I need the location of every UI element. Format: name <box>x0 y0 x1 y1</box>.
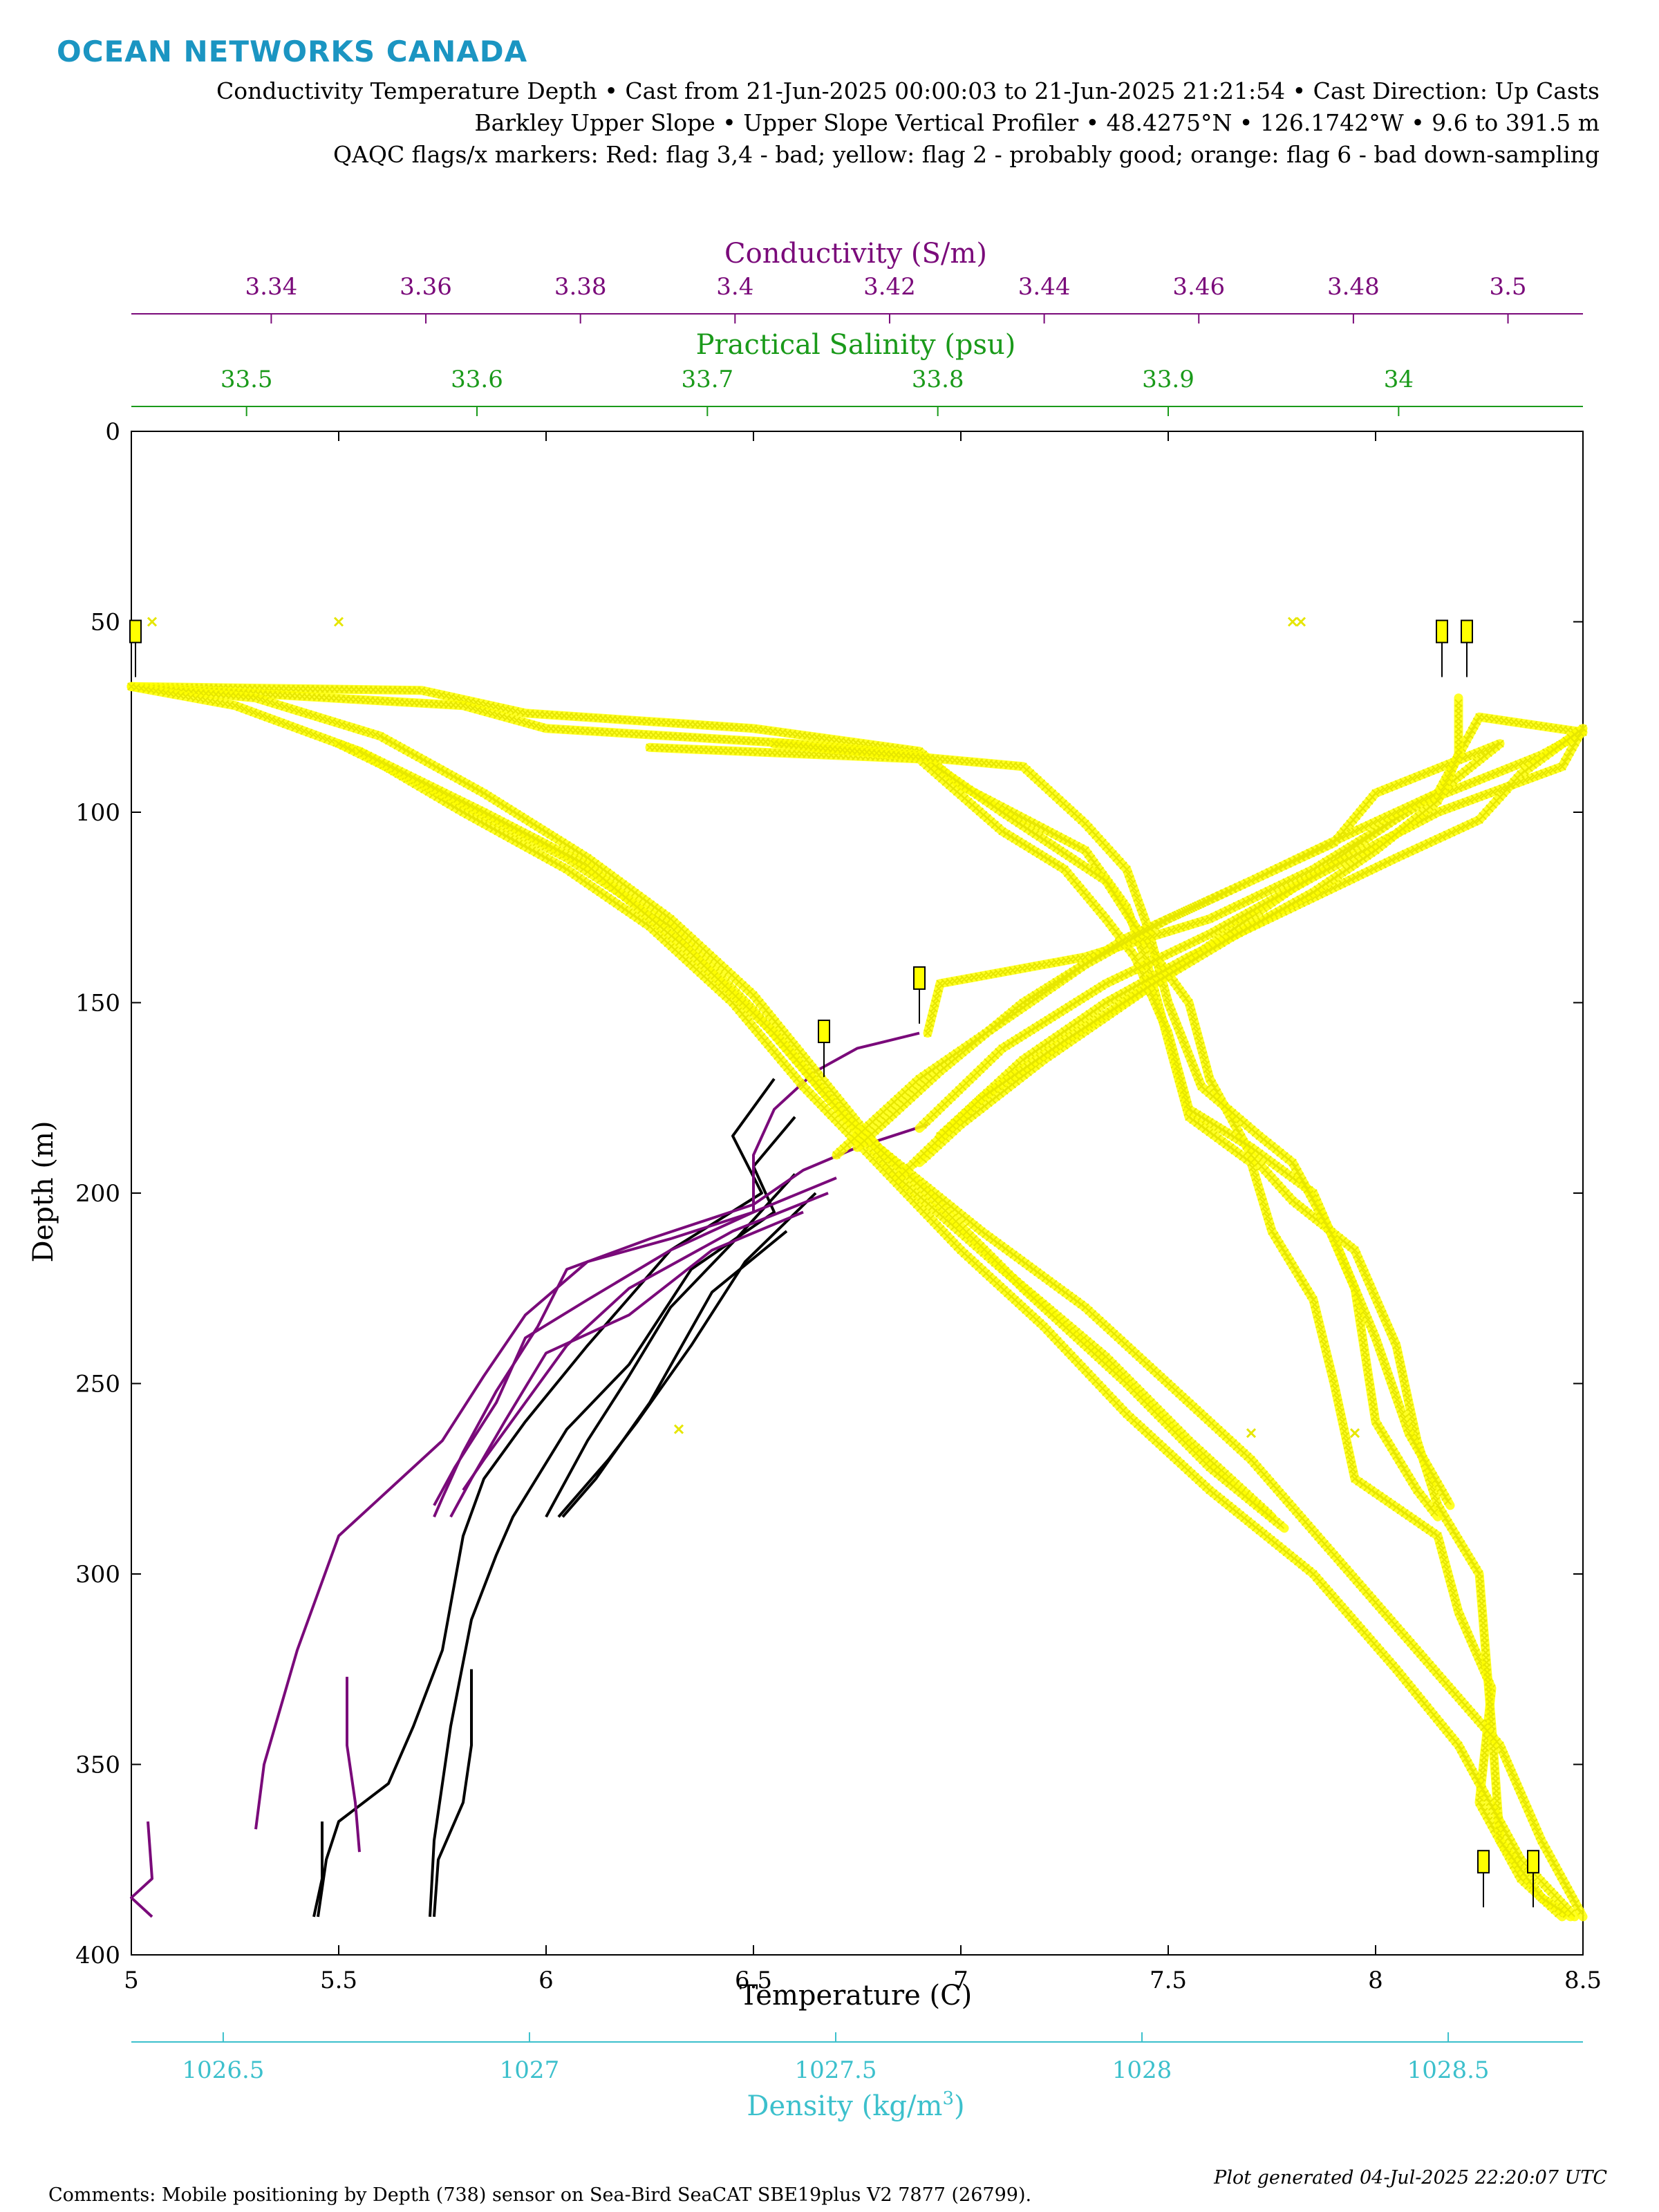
y-tick-label: 150 <box>75 990 120 1018</box>
qaqc-flag-box <box>1527 1850 1539 1874</box>
y-tick-label: 350 <box>75 1752 120 1779</box>
temperature-tick-label: 6.5 <box>735 1967 772 1994</box>
conductivity-tick-label: 3.48 <box>1327 273 1380 301</box>
qaqc-flag-box <box>913 966 926 990</box>
density-tick-label: 1028 <box>1112 2056 1172 2084</box>
y-tick-label: 250 <box>75 1371 120 1398</box>
y-tick-label: 400 <box>75 1942 120 1969</box>
temperature-tick-label: 8 <box>1368 1967 1383 1994</box>
x-axis-label-density: Density (kg/m3) <box>747 2088 964 2122</box>
stray-x-marker <box>1246 1428 1257 1438</box>
salinity-tick-label: 33.7 <box>681 366 733 393</box>
x-axis-label-temperature: Temperature (C) <box>740 1980 973 2012</box>
y-tick-label: 50 <box>91 609 120 637</box>
qaqc-flag-box <box>818 1020 830 1044</box>
salinity-tick-label: 33.6 <box>451 366 503 393</box>
series-1-cast-2 <box>433 1177 837 1506</box>
series-1-cast-6 <box>130 1821 153 1918</box>
series-0-cast-2 <box>545 1173 796 1518</box>
density-tick-label: 1027 <box>500 2056 560 2084</box>
density-tick-label: 1028.5 <box>1407 2056 1490 2084</box>
temperature-tick-label: 6 <box>538 1967 554 1994</box>
conductivity-tick-label: 3.36 <box>400 273 452 301</box>
brand-logo: OCEAN NETWORKS CANADA <box>57 35 528 68</box>
y-axis-label: Depth (m) <box>28 1121 59 1262</box>
series-4-cast-3-x-markers <box>894 699 1463 1182</box>
conductivity-tick-label: 3.46 <box>1172 273 1225 301</box>
qaqc-flag-box <box>1461 619 1473 644</box>
header-location: Barkley Upper Slope • Upper Slope Vertic… <box>474 109 1600 136</box>
conductivity-tick-label: 3.42 <box>863 273 916 301</box>
stray-x-marker <box>1287 617 1298 627</box>
stray-x-marker <box>673 1424 684 1434</box>
y-tick-label: 100 <box>75 799 120 827</box>
salinity-tick-label: 34 <box>1384 366 1414 393</box>
series-0-cast-0 <box>317 1078 776 1918</box>
series-3-cast-3-x-markers <box>355 747 1285 1529</box>
temperature-tick-label: 7 <box>953 1967 968 1994</box>
density-label-base: Density (kg/m <box>747 2090 942 2122</box>
density-label-sup: 3 <box>942 2088 954 2109</box>
conductivity-tick-label: 3.4 <box>716 273 753 301</box>
footer-comments: Comments: Mobile positioning by Depth (7… <box>48 2184 1032 2206</box>
series-4-cast-0-band <box>915 712 1588 1168</box>
y-tick-label: 300 <box>75 1561 120 1588</box>
series-0-cast-3 <box>557 1192 817 1518</box>
salinity-tick-label: 33.5 <box>221 366 273 393</box>
chart-flags <box>129 617 1539 1908</box>
series-1-cast-0 <box>254 1031 920 1830</box>
stray-x-marker <box>333 617 344 627</box>
qaqc-flag-box <box>129 619 142 644</box>
series-3-cast-3-band <box>355 747 1289 1533</box>
plot-frame <box>131 431 1584 1956</box>
conductivity-tick-label: 3.44 <box>1018 273 1071 301</box>
y-tick-label: 0 <box>105 418 120 446</box>
header-cast-info: Conductivity Temperature Depth • Cast fr… <box>216 77 1600 104</box>
footer-generated-timestamp: Plot generated 04-Jul-2025 22:20:07 UTC <box>1214 2167 1607 2188</box>
stray-x-marker <box>1349 1428 1360 1438</box>
temperature-tick-label: 8.5 <box>1564 1967 1602 1994</box>
series-1-cast-5 <box>346 1676 361 1853</box>
density-tick-label: 1027.5 <box>795 2056 877 2084</box>
conductivity-tick-label: 3.38 <box>554 273 607 301</box>
series-0-cast-6 <box>312 1821 324 1918</box>
series-2-cast-3-x-markers <box>770 740 1452 1506</box>
chart-series <box>126 682 1588 1922</box>
stray-x-marker <box>147 617 158 627</box>
temperature-tick-label: 7.5 <box>1150 1967 1187 1994</box>
series-0-cast-1 <box>429 1116 796 1918</box>
stray-x-marker <box>1295 617 1306 627</box>
x-axis-label-salinity: Practical Salinity (psu) <box>696 329 1016 361</box>
series-0-cast-5 <box>433 1669 473 1918</box>
temperature-tick-label: 5.5 <box>320 1967 357 1994</box>
qaqc-flag-box <box>1436 619 1448 644</box>
series-1-cast-1 <box>433 1123 928 1518</box>
density-tick-label: 1026.5 <box>182 2056 264 2084</box>
x-axis-label-conductivity: Conductivity (S/m) <box>724 238 987 270</box>
conductivity-tick-label: 3.34 <box>245 273 298 301</box>
salinity-tick-label: 33.8 <box>912 366 964 393</box>
salinity-tick-label: 33.9 <box>1142 366 1194 393</box>
density-label-end: ) <box>954 2090 965 2122</box>
conductivity-tick-label: 3.5 <box>1489 273 1526 301</box>
series-3-cast-2-band <box>334 739 1277 1521</box>
header-qaqc-legend: QAQC flags/x markers: Red: flag 3,4 - ba… <box>333 141 1600 168</box>
series-0-cast-4 <box>561 1230 788 1518</box>
y-tick-label: 200 <box>75 1180 120 1208</box>
qaqc-flag-box <box>1477 1850 1490 1874</box>
temperature-tick-label: 5 <box>124 1967 139 1994</box>
series-1-cast-4 <box>449 1210 804 1518</box>
series-3-cast-2-x-markers <box>335 740 1273 1518</box>
